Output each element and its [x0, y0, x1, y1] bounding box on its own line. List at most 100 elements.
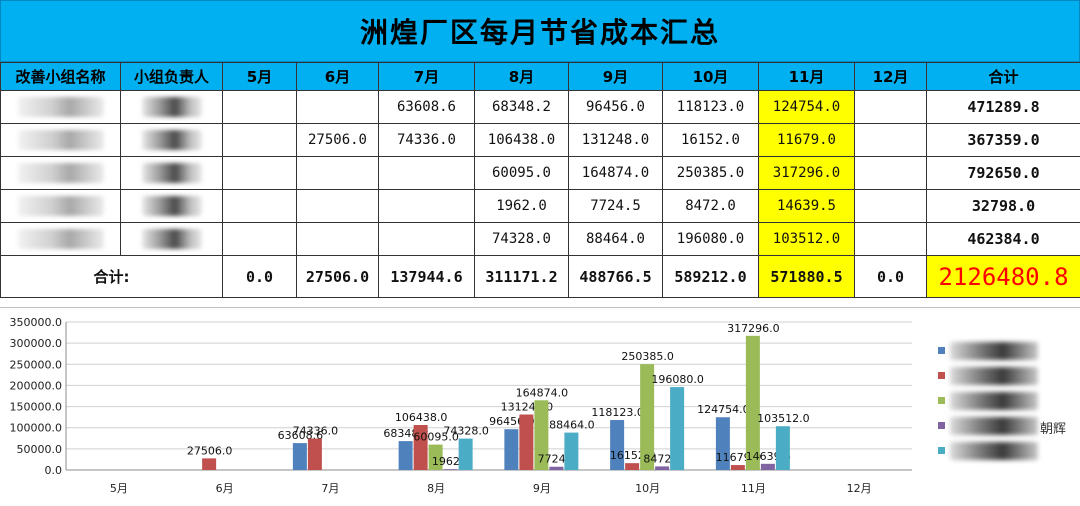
bar	[670, 387, 684, 470]
grand-total-cell: 2126480.8	[927, 256, 1080, 298]
month-value-cell	[223, 190, 297, 223]
month-value-cell: 106438.0	[475, 124, 569, 157]
x-tick-label: 12月	[847, 482, 872, 495]
bar	[549, 467, 563, 470]
month-value-cell: 124754.0	[759, 91, 855, 124]
x-tick-label: 11月	[741, 482, 766, 495]
page-title: 洲煌厂区每月节省成本汇总	[360, 11, 720, 51]
team-leader-cell	[121, 157, 223, 190]
team-name-cell	[1, 124, 121, 157]
x-tick-label: 5月	[110, 482, 128, 495]
legend-item	[938, 342, 1038, 360]
month-value-cell: 74336.0	[379, 124, 475, 157]
team-name-cell	[1, 223, 121, 256]
redacted-leader-name	[142, 130, 202, 150]
legend-item	[938, 367, 1038, 385]
data-label: 106438.0	[395, 411, 448, 424]
redacted-team-name	[18, 163, 104, 183]
x-tick-label: 8月	[427, 482, 445, 495]
month-value-cell	[297, 157, 379, 190]
row-total-cell: 792650.0	[927, 157, 1080, 190]
redacted-team-name	[18, 130, 104, 150]
month-value-cell	[297, 223, 379, 256]
month-value-cell: 16152.0	[663, 124, 759, 157]
legend-swatch	[938, 372, 945, 379]
y-tick-label: 200000.0	[10, 379, 63, 392]
data-label: 74328.0	[443, 425, 489, 438]
month-total-cell: 488766.5	[569, 256, 663, 298]
month-value-cell: 11679.0	[759, 124, 855, 157]
month-value-cell	[855, 223, 927, 256]
row-total-cell: 462384.0	[927, 223, 1080, 256]
col-header: 12月	[855, 63, 927, 91]
col-header: 改善小组名称	[1, 63, 121, 91]
cost-summary-table: 改善小组名称 小组负责人 5月 6月 7月 8月 9月 10月 11月 12月 …	[0, 62, 1080, 298]
month-value-cell	[855, 157, 927, 190]
team-leader-cell	[121, 190, 223, 223]
data-label: 27506.0	[187, 444, 233, 457]
col-header: 6月	[297, 63, 379, 91]
y-tick-label: 150000.0	[10, 401, 63, 414]
col-header: 11月	[759, 63, 855, 91]
data-label: 317296.0	[727, 322, 780, 335]
bar	[564, 433, 578, 470]
data-label: 118123.0	[591, 406, 644, 419]
month-value-cell: 63608.6	[379, 91, 475, 124]
data-label: 88464.0	[549, 419, 595, 432]
bar	[444, 469, 458, 470]
legend-swatch	[938, 447, 945, 454]
month-value-cell: 96456.0	[569, 91, 663, 124]
row-total-cell: 471289.8	[927, 91, 1080, 124]
col-header: 5月	[223, 63, 297, 91]
redacted-legend-label	[950, 392, 1038, 410]
legend-visible-suffix: 朝辉	[1040, 418, 1066, 437]
y-tick-label: 250000.0	[10, 358, 63, 371]
redacted-team-name	[18, 229, 104, 249]
month-value-cell: 68348.2	[475, 91, 569, 124]
bar	[459, 439, 473, 470]
team-name-cell	[1, 190, 121, 223]
redacted-legend-label	[950, 342, 1038, 360]
team-leader-cell	[121, 124, 223, 157]
bar	[625, 463, 639, 470]
bar	[399, 441, 413, 470]
redacted-legend-label	[950, 417, 1038, 435]
month-value-cell: 131248.0	[569, 124, 663, 157]
month-total-cell: 589212.0	[663, 256, 759, 298]
month-value-cell: 250385.0	[663, 157, 759, 190]
data-label: 103512.0	[757, 412, 810, 425]
month-value-cell: 7724.5	[569, 190, 663, 223]
legend-swatch	[938, 397, 945, 404]
chart-legend	[938, 342, 1038, 470]
bar	[776, 426, 790, 470]
y-tick-label: 0.0	[45, 464, 63, 477]
month-value-cell	[223, 124, 297, 157]
team-leader-cell	[121, 91, 223, 124]
bar	[293, 443, 307, 470]
bar	[610, 420, 624, 470]
redacted-team-name	[18, 196, 104, 216]
month-value-cell: 164874.0	[569, 157, 663, 190]
data-label: 124754.0	[697, 403, 750, 416]
data-label: 196080.0	[651, 373, 704, 386]
col-header: 10月	[663, 63, 759, 91]
bar	[731, 465, 745, 470]
redacted-legend-label	[950, 367, 1038, 385]
month-value-cell	[379, 157, 475, 190]
bar	[202, 458, 216, 470]
month-value-cell: 118123.0	[663, 91, 759, 124]
month-value-cell	[855, 124, 927, 157]
legend-item	[938, 417, 1038, 435]
data-label: 164874.0	[516, 386, 569, 399]
col-header: 7月	[379, 63, 475, 91]
y-tick-label: 50000.0	[17, 443, 63, 456]
month-total-cell: 137944.6	[379, 256, 475, 298]
month-value-cell	[223, 157, 297, 190]
bar-chart: 0.050000.0100000.0150000.0200000.0250000…	[0, 308, 1080, 506]
legend-swatch	[938, 422, 945, 429]
